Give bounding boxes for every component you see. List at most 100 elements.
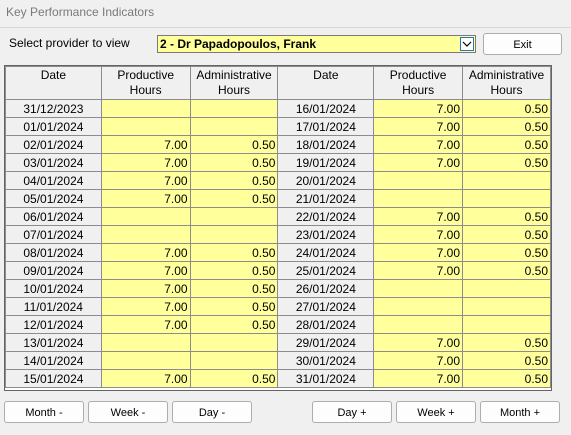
productive-hours-cell[interactable]: 7.00 — [100, 369, 191, 388]
administrative-hours-cell[interactable]: 0.50 — [462, 99, 551, 118]
administrative-hours-cell[interactable]: 0.50 — [462, 243, 551, 262]
productive-hours-cell[interactable]: 7.00 — [100, 189, 191, 208]
administrative-hours-cell[interactable] — [462, 279, 551, 298]
productive-hours-cell[interactable]: 7.00 — [373, 243, 464, 262]
column-header-productive-hours: Productive Hours — [373, 66, 464, 100]
productive-hours-cell[interactable] — [100, 333, 191, 352]
provider-selected-value: 2 - Dr Papadopoulos, Frank — [160, 37, 317, 51]
productive-hours-cell[interactable]: 7.00 — [373, 225, 464, 244]
administrative-hours-cell[interactable] — [189, 99, 279, 118]
date-cell: 30/01/2024 — [277, 351, 375, 370]
administrative-hours-cell[interactable]: 0.50 — [189, 153, 279, 172]
productive-hours-cell[interactable] — [373, 189, 464, 208]
productive-hours-cell[interactable] — [100, 117, 191, 136]
administrative-hours-cell[interactable]: 0.50 — [462, 135, 551, 154]
date-cell: 03/01/2024 — [5, 153, 102, 172]
date-cell: 17/01/2024 — [277, 117, 375, 136]
administrative-hours-cell[interactable] — [189, 351, 279, 370]
productive-hours-cell[interactable]: 7.00 — [373, 333, 464, 352]
month-back-button[interactable]: Month - — [4, 401, 84, 423]
day-back-button[interactable]: Day - — [172, 401, 252, 423]
administrative-hours-cell[interactable]: 0.50 — [189, 171, 279, 190]
administrative-hours-cell[interactable]: 0.50 — [189, 261, 279, 280]
productive-hours-cell[interactable]: 7.00 — [373, 153, 464, 172]
productive-hours-cell[interactable] — [100, 99, 191, 118]
productive-hours-cell[interactable] — [100, 225, 191, 244]
administrative-hours-cell[interactable] — [462, 297, 551, 316]
administrative-hours-cell[interactable] — [462, 315, 551, 334]
productive-hours-cell[interactable]: 7.00 — [373, 351, 464, 370]
productive-hours-cell[interactable]: 7.00 — [100, 135, 191, 154]
productive-hours-cell[interactable]: 7.00 — [100, 315, 191, 334]
date-cell: 24/01/2024 — [277, 243, 375, 262]
table-row: 05/01/2024 7.00 0.50 21/01/2024 — [5, 189, 551, 208]
administrative-hours-cell[interactable]: 0.50 — [462, 369, 551, 388]
administrative-hours-cell[interactable] — [189, 207, 279, 226]
administrative-hours-cell[interactable] — [189, 225, 279, 244]
date-cell: 01/01/2024 — [5, 117, 102, 136]
productive-hours-cell[interactable]: 7.00 — [100, 171, 191, 190]
productive-hours-cell[interactable]: 7.00 — [373, 117, 464, 136]
date-cell: 28/01/2024 — [277, 315, 375, 334]
date-cell: 27/01/2024 — [277, 297, 375, 316]
productive-hours-cell[interactable] — [373, 297, 464, 316]
administrative-hours-cell[interactable] — [189, 117, 279, 136]
productive-hours-cell[interactable]: 7.00 — [100, 297, 191, 316]
administrative-hours-cell[interactable]: 0.50 — [189, 135, 279, 154]
column-header-administrative-hours: Administrative Hours — [462, 66, 551, 100]
date-cell: 31/01/2024 — [277, 369, 375, 388]
administrative-hours-cell[interactable]: 0.50 — [189, 369, 279, 388]
productive-hours-cell[interactable]: 7.00 — [373, 207, 464, 226]
table-row: 14/01/2024 30/01/2024 7.00 0.50 — [5, 351, 551, 370]
exit-button[interactable]: Exit — [483, 33, 562, 55]
administrative-hours-cell[interactable]: 0.50 — [462, 153, 551, 172]
date-cell: 20/01/2024 — [277, 171, 375, 190]
productive-hours-cell[interactable] — [100, 207, 191, 226]
productive-hours-cell[interactable] — [373, 171, 464, 190]
provider-label: Select provider to view — [9, 36, 130, 50]
productive-hours-cell[interactable]: 7.00 — [100, 153, 191, 172]
date-cell: 26/01/2024 — [277, 279, 375, 298]
date-cell: 11/01/2024 — [5, 297, 102, 316]
productive-hours-cell[interactable]: 7.00 — [100, 243, 191, 262]
productive-hours-cell[interactable]: 7.00 — [373, 135, 464, 154]
administrative-hours-cell[interactable]: 0.50 — [462, 225, 551, 244]
day-forward-button[interactable]: Day + — [312, 401, 392, 423]
administrative-hours-cell[interactable]: 0.50 — [189, 279, 279, 298]
administrative-hours-cell[interactable]: 0.50 — [189, 189, 279, 208]
administrative-hours-cell[interactable] — [189, 333, 279, 352]
date-cell: 15/01/2024 — [5, 369, 102, 388]
date-cell: 18/01/2024 — [277, 135, 375, 154]
provider-select[interactable]: 2 - Dr Papadopoulos, Frank — [157, 35, 476, 53]
chevron-down-icon[interactable] — [460, 37, 474, 51]
administrative-hours-cell[interactable]: 0.50 — [462, 351, 551, 370]
productive-hours-cell[interactable]: 7.00 — [373, 99, 464, 118]
administrative-hours-cell[interactable] — [462, 171, 551, 190]
date-cell: 02/01/2024 — [5, 135, 102, 154]
administrative-hours-cell[interactable]: 0.50 — [189, 243, 279, 262]
kpi-table: Date Productive Hours Administrative Hours… — [5, 66, 551, 388]
productive-hours-cell[interactable]: 7.00 — [100, 261, 191, 280]
date-cell: 08/01/2024 — [5, 243, 102, 262]
administrative-hours-cell[interactable]: 0.50 — [462, 261, 551, 280]
table-row: 07/01/2024 23/01/2024 7.00 0.50 — [5, 225, 551, 244]
month-forward-button[interactable]: Month + — [480, 401, 560, 423]
date-cell: 22/01/2024 — [277, 207, 375, 226]
productive-hours-cell[interactable]: 7.00 — [373, 261, 464, 280]
productive-hours-cell[interactable] — [373, 315, 464, 334]
productive-hours-cell[interactable]: 7.00 — [100, 279, 191, 298]
productive-hours-cell[interactable] — [373, 279, 464, 298]
administrative-hours-cell[interactable]: 0.50 — [462, 333, 551, 352]
administrative-hours-cell[interactable]: 0.50 — [462, 207, 551, 226]
administrative-hours-cell[interactable]: 0.50 — [462, 117, 551, 136]
column-header-date: Date — [5, 66, 102, 100]
productive-hours-cell[interactable]: 7.00 — [373, 369, 464, 388]
administrative-hours-cell[interactable] — [462, 189, 551, 208]
week-back-button[interactable]: Week - — [88, 401, 168, 423]
date-cell: 21/01/2024 — [277, 189, 375, 208]
table-row: 31/12/2023 16/01/2024 7.00 0.50 — [5, 99, 551, 118]
productive-hours-cell[interactable] — [100, 351, 191, 370]
administrative-hours-cell[interactable]: 0.50 — [189, 297, 279, 316]
week-forward-button[interactable]: Week + — [396, 401, 476, 423]
administrative-hours-cell[interactable]: 0.50 — [189, 315, 279, 334]
